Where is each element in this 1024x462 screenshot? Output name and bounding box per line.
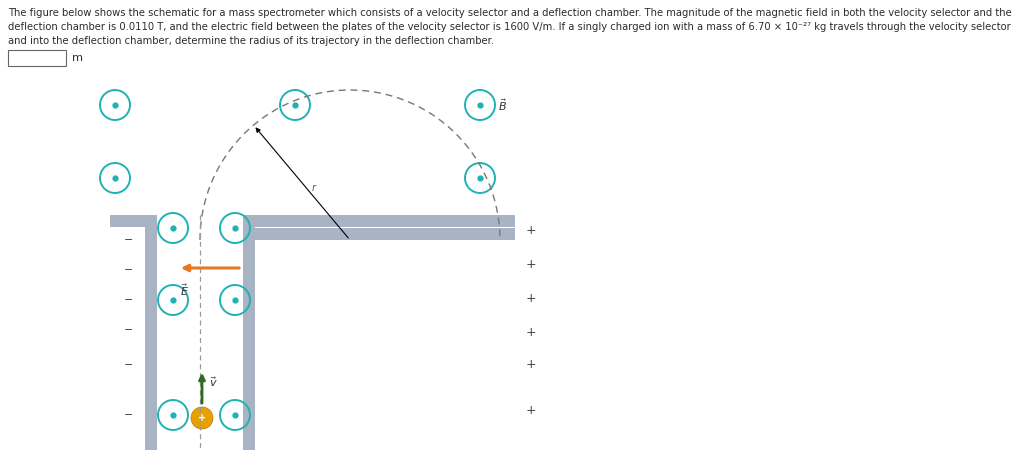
Bar — [110, 215, 145, 227]
Text: and into the deflection chamber, determine the radius of its trajectory in the d: and into the deflection chamber, determi… — [8, 36, 495, 46]
Text: +: + — [525, 224, 537, 237]
Text: r: r — [311, 182, 315, 193]
Text: +: + — [525, 292, 537, 304]
FancyBboxPatch shape — [8, 50, 66, 66]
Text: The figure below shows the schematic for a mass spectrometer which consists of a: The figure below shows the schematic for… — [8, 8, 1012, 18]
Bar — [255, 215, 515, 227]
Text: $\vec{E}$: $\vec{E}$ — [180, 282, 189, 298]
Circle shape — [191, 407, 213, 429]
Text: −: − — [124, 235, 134, 245]
Bar — [145, 215, 157, 450]
Text: −: − — [124, 325, 134, 335]
Bar — [243, 228, 515, 240]
Text: +: + — [525, 403, 537, 417]
Text: +: + — [525, 359, 537, 371]
Text: −: − — [124, 410, 134, 420]
Text: $\vec{B}$: $\vec{B}$ — [498, 97, 507, 113]
Text: −: − — [124, 360, 134, 370]
Text: +: + — [525, 259, 537, 272]
Text: deflection chamber is 0.0110 T, and the electric field between the plates of the: deflection chamber is 0.0110 T, and the … — [8, 22, 1011, 32]
Text: +: + — [525, 326, 537, 339]
Text: −: − — [124, 265, 134, 275]
Text: −: − — [124, 295, 134, 305]
Bar — [243, 215, 255, 450]
Text: m: m — [72, 53, 83, 63]
Text: +: + — [198, 413, 206, 423]
Text: $\vec{v}$: $\vec{v}$ — [209, 375, 218, 389]
